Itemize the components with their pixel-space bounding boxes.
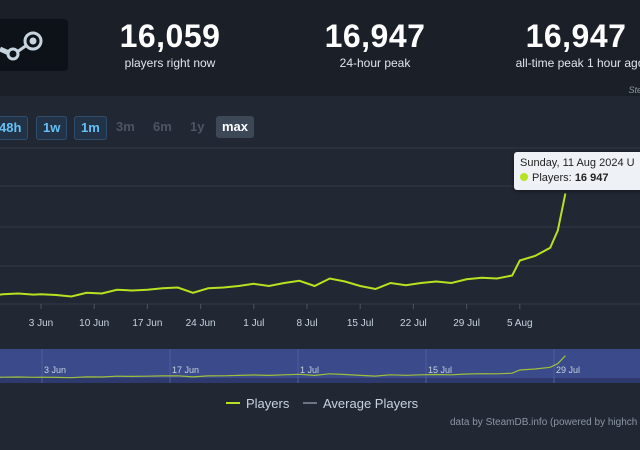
zoom-6m-button: 6m	[153, 119, 172, 134]
navigator-tick-label: 29 Jul	[556, 365, 580, 375]
legend-players[interactable]: Players	[226, 396, 289, 411]
data-tooltip: Sunday, 11 Aug 2024 U Players: 16 947	[514, 152, 640, 190]
credit-text: data by SteamDB.info (powered by highch	[450, 417, 638, 428]
zoom-1w-button[interactable]: 1w	[36, 116, 68, 140]
tooltip-date: Sunday, 11 Aug 2024 U	[520, 157, 635, 169]
average-swatch-icon	[303, 402, 317, 404]
current-players-stat: 16,059 players right now	[95, 18, 245, 70]
stats-header: 16,059 players right now 16,947 24-hour …	[0, 0, 640, 82]
x-tick-label: 1 Jul	[243, 318, 264, 329]
legend-average[interactable]: Average Players	[303, 396, 418, 411]
navigator-tick-label: 1 Jul	[300, 365, 319, 375]
x-tick-label: 5 Aug	[507, 318, 533, 329]
current-players-label: players right now	[124, 56, 216, 70]
zoom-3m-button: 3m	[116, 119, 135, 134]
zoom-1m-button[interactable]: 1m	[74, 116, 107, 140]
tooltip-value: 16 947	[574, 172, 609, 184]
daily-peak-stat: 16,947 24-hour peak	[300, 18, 450, 70]
zoom-max-button[interactable]: max	[216, 116, 255, 138]
navigator-series-line	[0, 355, 566, 379]
zoom-1y-button: 1y	[190, 119, 205, 134]
source-label: Ste	[628, 85, 640, 95]
all-time-peak-stat: 16,947 all-time peak 1 hour ago	[500, 18, 640, 70]
x-tick-label: 10 Jun	[79, 318, 109, 329]
steam-logo-icon	[0, 31, 43, 61]
daily-peak-label: 24-hour peak	[339, 56, 411, 70]
navigator[interactable]: 3 Jun 17 Jun 1 Jul 15 Jul 29 Jul	[0, 349, 640, 383]
x-tick-label: 17 Jun	[132, 318, 162, 329]
legend-players-label: Players	[246, 396, 290, 411]
navigator-mask-bottom	[0, 378, 640, 383]
navigator-tick-label: 3 Jun	[44, 365, 66, 375]
navigator-tick-label: 17 Jun	[172, 365, 199, 375]
x-tick-label: 8 Jul	[296, 318, 317, 329]
legend-average-label: Average Players	[323, 396, 419, 411]
players-series-line	[0, 193, 567, 298]
x-tick-label: 29 Jul	[453, 318, 480, 329]
x-tick-label: 15 Jul	[347, 318, 374, 329]
navigator-tick-label: 15 Jul	[428, 365, 452, 375]
x-tick-label: 3 Jun	[29, 318, 53, 329]
zoom-48h-button[interactable]: 48h	[0, 116, 29, 140]
tooltip-row: Players: 16 947	[520, 172, 608, 184]
players-swatch-icon	[226, 402, 240, 404]
navigator-background	[0, 349, 640, 383]
daily-peak-value: 16,947	[324, 18, 426, 54]
tooltip-series: Players:	[532, 172, 572, 184]
current-players-value: 16,059	[119, 18, 221, 54]
steam-logo[interactable]	[0, 19, 68, 71]
x-tick-label: 24 Jun	[186, 318, 216, 329]
x-tick-label: 22 Jul	[400, 318, 427, 329]
player-chart[interactable]: 3 Jun 10 Jun 17 Jun 24 Jun 1 Jul 8 Jul 15 Jul 2…	[0, 146, 640, 386]
players-dot-icon	[520, 173, 528, 181]
all-time-peak-label: all-time peak 1 hour ago	[515, 56, 640, 70]
all-time-peak-value: 16,947	[525, 18, 627, 54]
